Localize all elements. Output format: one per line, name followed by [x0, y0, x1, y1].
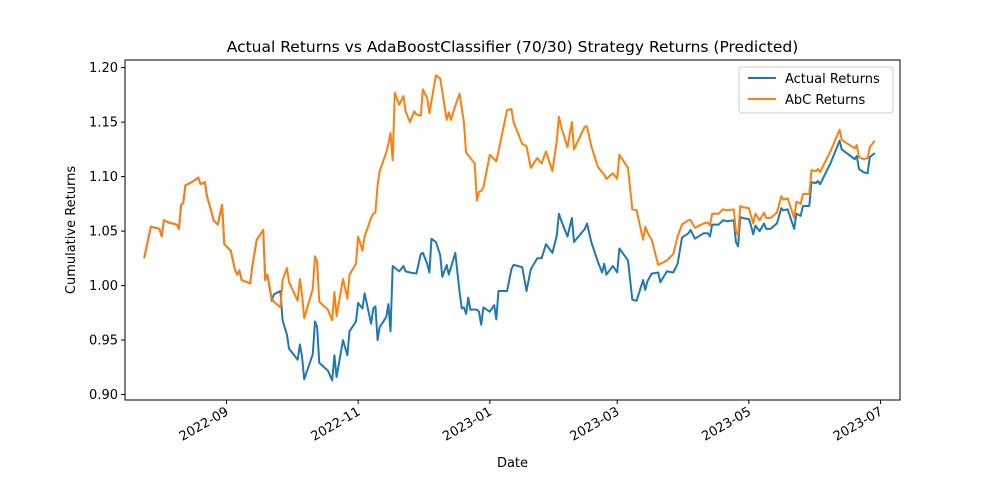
axes-frame	[124, 59, 901, 401]
series-line-abc-returns	[143, 74, 876, 322]
y-tick-label: 0.90	[89, 388, 118, 403]
y-axis-title: Cumulative Returns	[64, 166, 79, 294]
plot-area	[124, 59, 901, 401]
y-tick-label: 1.15	[89, 116, 118, 131]
y-axis: 0.90 0.95 1.00 1.05 1.10 1.15 1.20	[89, 61, 125, 403]
legend: Actual Returns AbC Returns	[738, 66, 894, 114]
y-tick-label: 0.95	[89, 334, 118, 349]
y-tick-label: 1.00	[89, 279, 118, 294]
legend-label-actual-returns: Actual Returns	[785, 72, 880, 87]
series-layer	[143, 74, 876, 382]
legend-box	[738, 66, 894, 114]
chart-title: Actual Returns vs AdaBoostClassifier (70…	[227, 38, 799, 56]
x-axis-title: Date	[497, 456, 528, 471]
y-tick-label: 1.10	[89, 170, 118, 185]
legend-label-abc-returns: AbC Returns	[785, 93, 865, 108]
y-tick-label: 1.20	[89, 61, 118, 76]
y-tick-label: 1.05	[89, 225, 118, 240]
